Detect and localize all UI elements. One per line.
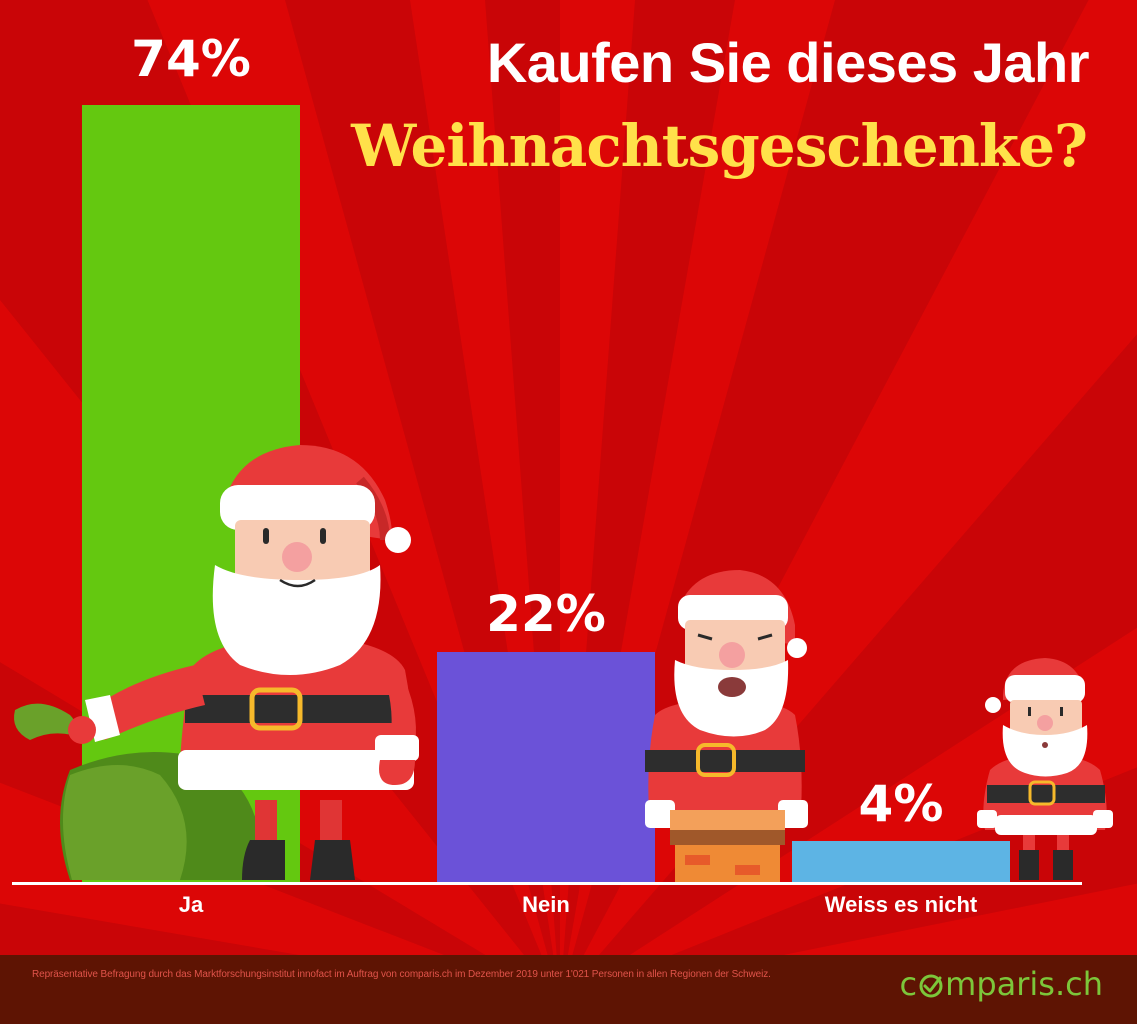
category-label-ja: Ja: [178, 892, 204, 917]
source-footnote: Repräsentative Befragung durch das Markt…: [32, 969, 771, 980]
bar-value-nein: 22%: [486, 585, 606, 643]
santa-with-gift-sack-icon: [14, 445, 419, 880]
logo-prefix: c: [899, 965, 918, 1003]
chart-title-line2: Weihnachtsgeschenke?: [351, 112, 1088, 180]
santa-in-chimney-icon: [645, 570, 808, 885]
bar-nein: [437, 652, 655, 883]
chart-canvas: Kaufen Sie dieses Jahr Weihnachtsgeschen…: [0, 0, 1137, 955]
category-label-nein: Nein: [522, 892, 570, 917]
comparis-logo[interactable]: c mparis.ch: [900, 965, 1103, 1003]
logo-suffix: mparis.ch: [945, 965, 1103, 1003]
chart-title-line1: Kaufen Sie dieses Jahr: [486, 31, 1090, 94]
category-label-weiss-es-nicht: Weiss es nicht: [824, 892, 978, 917]
bar-value-ja: 74%: [131, 30, 251, 88]
footer-bar: Repräsentative Befragung durch das Markt…: [0, 955, 1137, 1024]
bar-value-weiss-es-nicht: 4%: [858, 775, 944, 833]
check-circle-icon: [919, 974, 943, 998]
santa-standing-icon: [977, 658, 1113, 880]
bar-weiss-es-nicht: [792, 841, 1010, 883]
x-axis-baseline: [12, 882, 1082, 885]
